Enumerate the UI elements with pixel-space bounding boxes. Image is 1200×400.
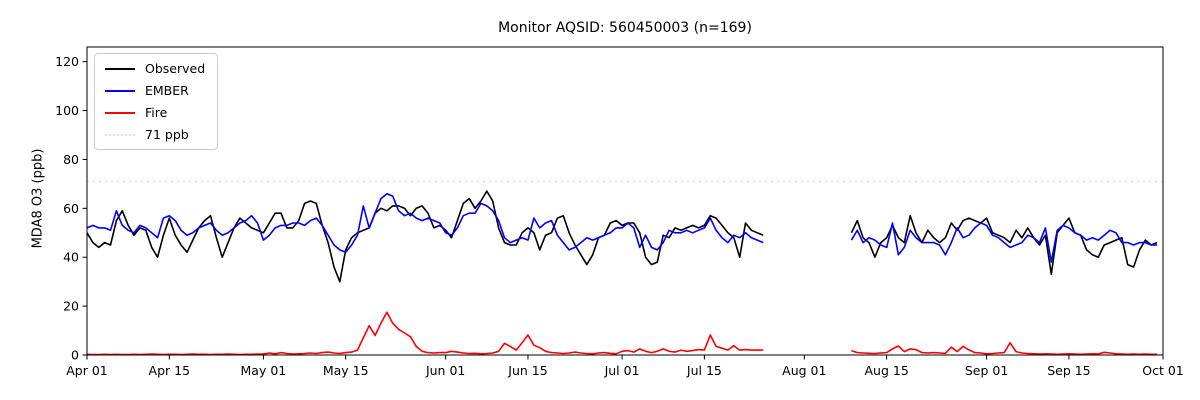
x-tick-label: Sep 01 xyxy=(965,363,1008,378)
legend-label: EMBER xyxy=(145,83,189,98)
x-tick-label: May 01 xyxy=(241,363,287,378)
legend-line-sample xyxy=(105,133,135,136)
legend-item-fire: Fire xyxy=(105,105,205,120)
x-tick-label: Jun 15 xyxy=(507,363,547,378)
legend-item-ember: EMBER xyxy=(105,83,205,98)
chart-title: Monitor AQSID: 560450003 (n=169) xyxy=(498,20,752,36)
series-observed-line-seg2 xyxy=(850,214,1158,276)
x-tick-label: Jul 01 xyxy=(604,363,640,378)
series-fire-line-seg1 xyxy=(86,311,764,356)
y-tick-label: 80 xyxy=(63,152,79,167)
y-tick-label: 40 xyxy=(63,250,79,265)
x-tick-label: Jun 01 xyxy=(425,363,465,378)
y-tick-label: 60 xyxy=(63,201,79,216)
legend-line-sample xyxy=(105,89,135,92)
x-tick-label: Aug 15 xyxy=(865,363,909,378)
series-ember-line-seg1 xyxy=(86,192,764,254)
legend-label: 71 ppb xyxy=(145,127,189,142)
axes-border xyxy=(86,46,1164,356)
x-tick-label: May 15 xyxy=(323,363,369,378)
series-ember-line-seg2 xyxy=(850,222,1158,263)
x-tick-label: Aug 01 xyxy=(782,363,826,378)
series-fire-line-seg2 xyxy=(851,341,1158,356)
legend-line-sample xyxy=(105,111,135,114)
legend-item-71-ppb: 71 ppb xyxy=(105,127,205,142)
x-tick-label: Sep 15 xyxy=(1047,363,1090,378)
y-tick-label: 0 xyxy=(71,348,79,363)
legend-line-sample xyxy=(105,67,135,70)
series-observed-line-seg1 xyxy=(86,190,764,283)
legend-label: Fire xyxy=(145,105,168,120)
legend-label: Observed xyxy=(145,61,206,76)
y-tick-label: 100 xyxy=(55,103,79,118)
y-tick-label: 120 xyxy=(55,54,79,69)
x-tick-label: Apr 15 xyxy=(149,363,191,378)
x-tick-label: Jul 15 xyxy=(686,363,722,378)
legend-item-observed: Observed xyxy=(105,61,205,76)
legend: Observed EMBER Fire 71 ppb xyxy=(94,53,219,150)
y-tick-label: 20 xyxy=(63,299,79,314)
x-tick-label: Apr 01 xyxy=(66,363,108,378)
x-tick-label: Oct 01 xyxy=(1142,363,1184,378)
